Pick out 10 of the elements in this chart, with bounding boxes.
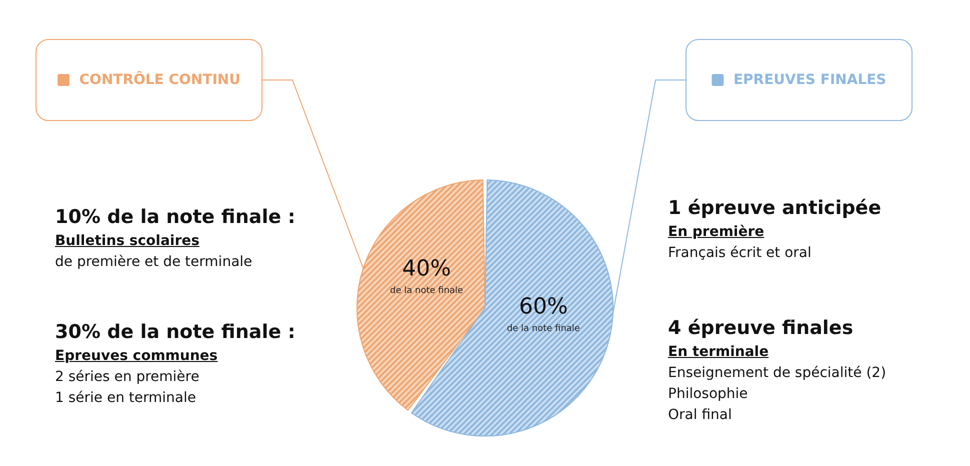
- text: 30% de la note finale : Epreuves communes 2 séries en première 1 série en terminale: [55, 320, 296, 408]
- text: de la note finale: [506, 324, 580, 334]
- legend-label: EPREUVES FINALES: [724, 72, 886, 88]
- text: 10% de la note finale : Bulletins scolaires de première et de terminale: [55, 205, 296, 272]
- text: de la note finale: [390, 286, 464, 296]
- legend-label: CONTRÔLE CONTINU: [70, 71, 240, 88]
- data-label: 60%: [518, 294, 568, 320]
- data-label: 40%: [402, 256, 452, 282]
- text: 1 épreuve anticipée En première Français écrit et oral: [668, 196, 882, 263]
- text: 4 épreuve finales En terminale Enseignement de spécialité (2) Philosophie Oral final: [668, 316, 886, 425]
